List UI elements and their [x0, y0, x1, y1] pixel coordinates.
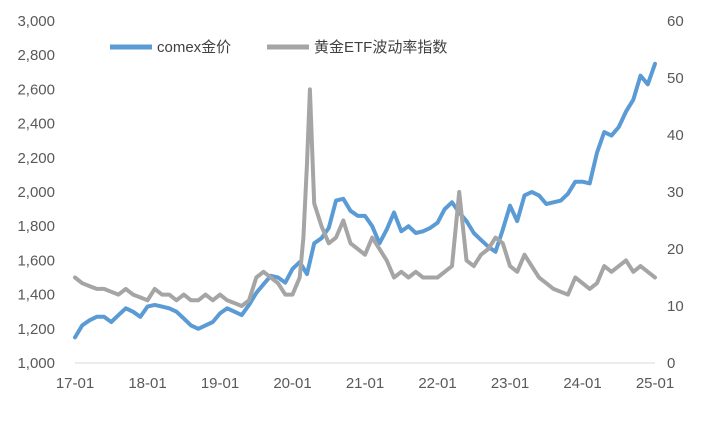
legend-label-series-2: 黄金ETF波动率指数	[314, 39, 447, 56]
x-axis-ticks: 17-01 18-01 19-01 20-01 21-01 22-01 23-01 24-01…	[56, 375, 674, 392]
legend-label-series-1: comex金价	[157, 39, 231, 56]
series-line-1	[73, 61, 657, 340]
right-axis-tick-label: 20	[667, 241, 684, 258]
left-axis-tick-label: 1,800	[17, 218, 55, 235]
left-axis-tick-label: 2,400	[17, 116, 55, 133]
x-axis-tick-label: 24-01	[563, 375, 601, 392]
left-axis-ticks: 1,000 1,200 1,400 1,600 1,800 2,000 2,200 2,400…	[17, 13, 55, 372]
left-axis-tick-label: 1,600	[17, 252, 55, 269]
right-axis-tick-label: 60	[667, 13, 684, 30]
left-axis-tick-label: 2,200	[17, 150, 55, 167]
x-axis-tick-label: 22-01	[418, 375, 456, 392]
left-axis-tick-label: 1,000	[17, 355, 55, 372]
x-axis-tick-label: 25-01	[636, 375, 674, 392]
x-axis-tick-label: 21-01	[346, 375, 384, 392]
right-axis-tick-label: 10	[667, 298, 684, 315]
x-axis-tick-label: 18-01	[128, 375, 166, 392]
left-axis-tick-label: 3,000	[17, 13, 55, 30]
right-axis-ticks: 0 10 20 30 40 50 60	[667, 13, 684, 372]
plot-series	[73, 61, 657, 340]
left-axis-tick-label: 2,800	[17, 47, 55, 64]
left-axis-tick-label: 2,600	[17, 81, 55, 98]
left-axis-tick-label: 1,400	[17, 287, 55, 304]
right-axis-tick-label: 30	[667, 184, 684, 201]
right-axis-tick-label: 40	[667, 127, 684, 144]
left-axis-tick-label: 1,200	[17, 321, 55, 338]
right-axis-tick-label: 50	[667, 70, 684, 87]
right-axis-tick-label: 0	[667, 355, 675, 372]
x-axis-tick-label: 20-01	[273, 375, 311, 392]
x-axis-tick-label: 19-01	[201, 375, 239, 392]
legend: comex金价 黄金ETF波动率指数	[110, 39, 447, 56]
x-axis-tick-label: 23-01	[491, 375, 529, 392]
left-axis-tick-label: 2,000	[17, 184, 55, 201]
series-line-2	[73, 87, 657, 308]
x-axis-tick-label: 17-01	[56, 375, 94, 392]
